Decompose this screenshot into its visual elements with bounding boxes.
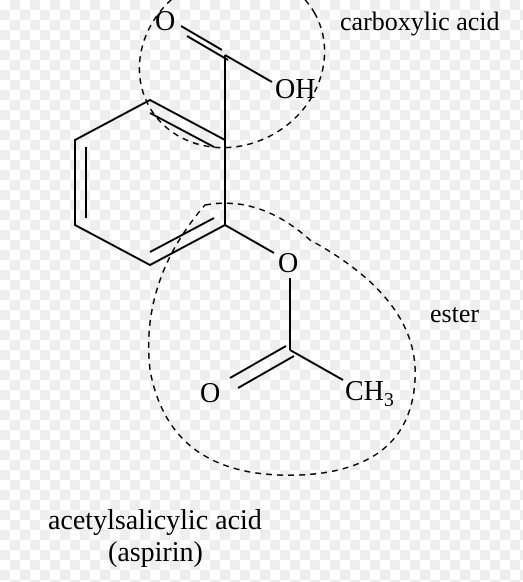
ester-double-bond (230, 346, 294, 388)
caption-line1: acetylsalicylic acid (48, 505, 262, 537)
bond-ring-to-ester-o (225, 225, 274, 253)
ch3-atom: CH3 (345, 376, 394, 411)
ester-o-atom: O (200, 378, 220, 409)
cooh-oh-atom: OH (275, 74, 315, 105)
cooh-double-bond (181, 26, 228, 60)
bond-c-oh (225, 55, 272, 82)
carboxylic-label: carboxylic acid (340, 7, 500, 36)
caption-line2: (aspirin) (48, 537, 262, 569)
bond-c-ch3 (290, 350, 343, 380)
ester-o-link-atom: O (278, 248, 298, 279)
caption: acetylsalicylic acid (aspirin) (48, 505, 262, 569)
carboxylic-ring (107, 0, 357, 181)
molecule-diagram: O OH O O CH3 carboxylic acid ester (0, 0, 523, 500)
cooh-o-atom: O (155, 6, 175, 37)
benzene-ring (75, 100, 225, 265)
ester-label: ester (430, 299, 479, 328)
